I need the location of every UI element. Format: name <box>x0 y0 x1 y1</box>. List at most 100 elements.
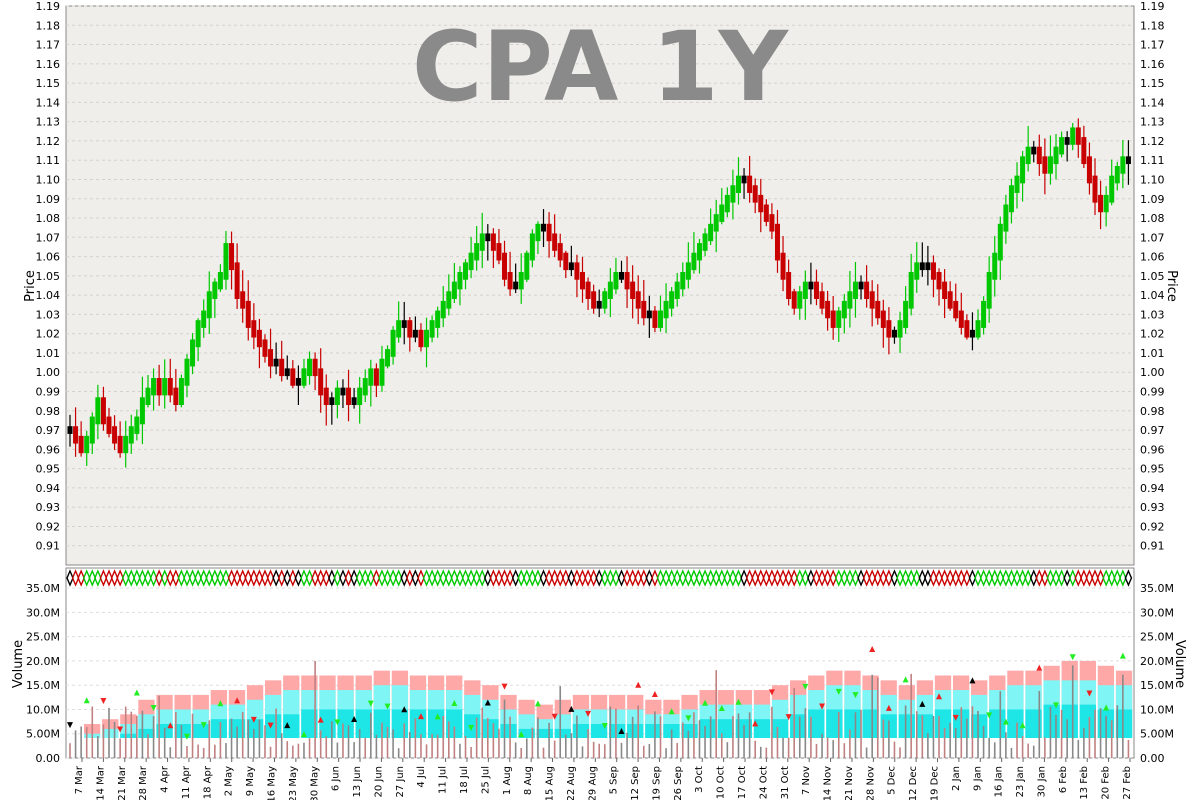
volume-tick-label-left: 5.00M <box>26 728 60 741</box>
candle-body <box>229 243 235 271</box>
volume-band-bar <box>1025 709 1042 738</box>
signal-marker <box>389 569 397 587</box>
volume-band-bar <box>916 714 934 738</box>
candle-body <box>747 175 753 193</box>
volume-band-bar <box>590 724 608 738</box>
candle-body <box>301 368 307 386</box>
signal-marker <box>99 569 108 587</box>
candle-body <box>156 378 162 396</box>
signal-marker <box>523 569 531 587</box>
candle-body <box>780 252 786 280</box>
x-tick-label: 13 Jun <box>352 766 363 798</box>
candle-body <box>223 243 229 280</box>
signal-marker <box>879 569 888 587</box>
signal-marker <box>127 569 136 587</box>
signal-marker <box>1119 569 1127 587</box>
volume-band-bar <box>790 714 807 738</box>
volume-marker <box>117 726 124 733</box>
candle-body <box>696 243 702 261</box>
candle-body <box>808 281 814 290</box>
signal-marker <box>222 569 230 587</box>
signal-marker <box>311 569 319 587</box>
volume-marker <box>768 689 775 696</box>
signal-marker <box>695 569 704 587</box>
x-tick-label: 2 May <box>224 766 235 796</box>
volume-band-bar <box>717 719 734 738</box>
candle-body <box>813 281 819 299</box>
x-tick-label: 2 Jan <box>951 766 962 791</box>
candle-body <box>580 272 586 290</box>
candle-body <box>284 368 290 377</box>
signal-marker <box>812 569 821 587</box>
volume-band-bar <box>771 719 789 738</box>
signal-marker <box>66 569 74 587</box>
volume-band-bar <box>808 709 825 738</box>
x-tick-label: 9 Jan <box>972 766 983 791</box>
signal-marker <box>133 569 141 587</box>
signal-marker <box>773 569 782 587</box>
candle-body <box>735 175 741 193</box>
x-tick-label: 26 Sep <box>673 766 684 800</box>
x-tick-label: 7 Nov <box>801 766 812 795</box>
candle-body <box>440 300 446 319</box>
x-tick-label: 21 Nov <box>844 766 855 800</box>
signal-marker <box>740 569 748 587</box>
volume-band-bar <box>681 724 698 738</box>
candle-body <box>930 262 936 280</box>
signal-marker <box>138 569 147 587</box>
x-tick-label: 7 Mar <box>74 765 85 794</box>
candle-body <box>663 300 669 319</box>
volume-tick-label-left: 20.0M <box>26 655 60 668</box>
candle-body <box>541 223 547 232</box>
x-tick-label: 5 Sep <box>609 766 620 794</box>
volume-marker <box>685 715 692 722</box>
volume-marker <box>434 713 441 720</box>
price-tick-label-right: 0.95 <box>1140 463 1165 476</box>
x-tick-label: 10 Oct <box>716 766 727 799</box>
volume-marker <box>1069 654 1076 661</box>
volume-band-bar <box>210 719 228 738</box>
volume-band-bar <box>844 709 861 738</box>
candle-body <box>1053 146 1059 165</box>
candle-body <box>1014 175 1020 193</box>
signal-marker <box>1041 569 1049 587</box>
candle-body <box>351 397 357 406</box>
volume-axis-label-left: Volume <box>11 640 26 688</box>
signal-marker <box>1102 569 1110 587</box>
signal-marker <box>595 569 603 587</box>
signal-marker <box>868 569 876 587</box>
candle-body <box>669 291 675 309</box>
signal-marker <box>361 569 370 587</box>
candle-body <box>936 272 942 290</box>
price-axis-label-right: Price <box>1164 270 1179 302</box>
price-tick-label-left: 1.09 <box>36 193 61 206</box>
candle-body <box>685 262 691 280</box>
candle-body <box>997 223 1003 261</box>
volume-marker <box>234 697 241 704</box>
x-tick-label: 29 Aug <box>587 766 598 800</box>
volume-marker <box>902 676 909 683</box>
price-tick-label-right: 0.91 <box>1140 540 1165 553</box>
volume-band-bar <box>699 719 716 738</box>
signal-marker <box>640 569 648 587</box>
signal-marker <box>484 569 492 587</box>
signal-marker <box>768 569 776 587</box>
candle-body <box>256 329 262 348</box>
signal-marker <box>623 569 631 587</box>
price-tick-label-left: 1.15 <box>36 77 61 90</box>
price-tick-label-left: 1.19 <box>36 0 61 13</box>
volume-tick-label-right: 10.0M <box>1140 703 1174 716</box>
volume-marker <box>217 700 224 707</box>
candle-body <box>903 300 909 328</box>
candle-body <box>752 185 758 203</box>
candle-body <box>975 320 981 338</box>
signal-marker <box>645 569 654 587</box>
volume-marker <box>417 713 424 720</box>
volume-marker <box>484 699 491 706</box>
signal-marker <box>411 569 420 587</box>
x-tick-label: 27 Jun <box>395 766 406 798</box>
x-tick-label: 4 Apr <box>160 765 171 793</box>
signal-marker <box>450 569 459 587</box>
candle-body <box>379 358 385 386</box>
